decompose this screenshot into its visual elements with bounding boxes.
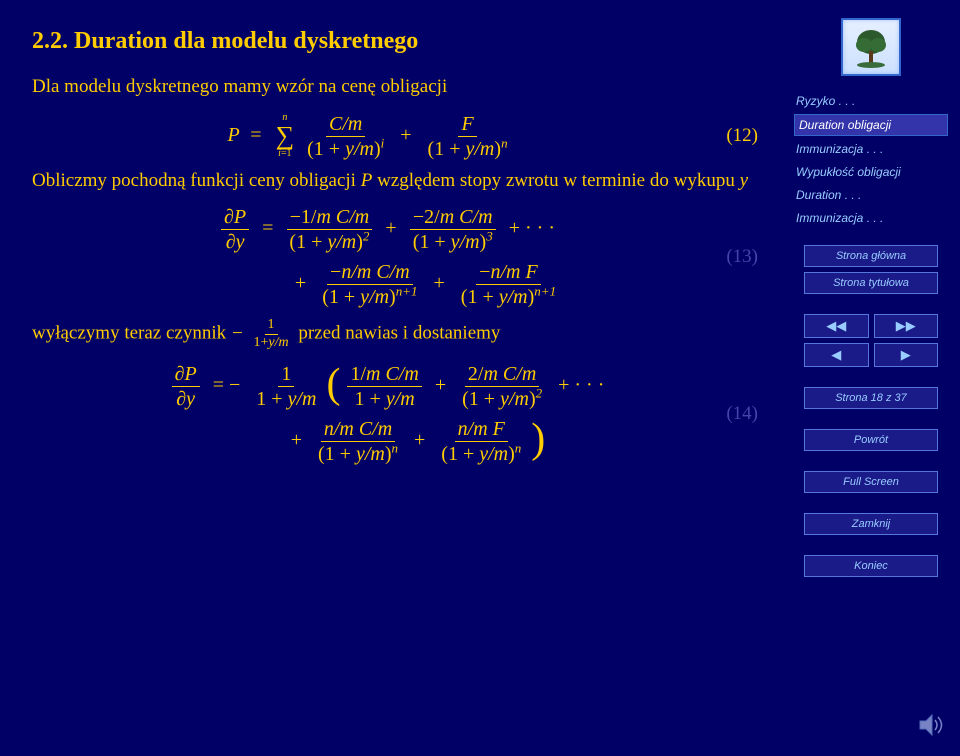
equation-number-14: (14) (708, 403, 758, 425)
equation-number-13: (13) (708, 246, 758, 268)
page-indicator: Strona 18 z 37 (804, 387, 938, 409)
paragraph-1: Dla modelu dyskretnego mamy wzór na cenę… (32, 73, 758, 102)
home-button[interactable]: Strona główna (804, 245, 938, 267)
nav-duration[interactable]: Duration . . . (794, 185, 948, 205)
next-page-button[interactable]: ▶ (874, 343, 939, 367)
back-button[interactable]: Powrót (804, 429, 938, 451)
equation-13: ∂P ∂y = −1/m C/m (1 + y/m)2 + −2/m C/m (… (32, 205, 758, 309)
paragraph-3: wyłączymy teraz czynnik − 1 1+y/m przed … (32, 317, 758, 352)
nav-ryzyko[interactable]: Ryzyko . . . (794, 91, 948, 111)
nav-immunizacja-1[interactable]: Immunizacja . . . (794, 139, 948, 159)
sidebar: Ryzyko . . . Duration obligacji Immuniza… (782, 0, 960, 756)
tree-icon (841, 18, 901, 76)
equation-14: ∂P ∂y = − 1 1 + y/m ( 1/m C/m 1 + y/m + … (32, 362, 758, 466)
end-button[interactable]: Koniec (804, 555, 938, 577)
equation-12: P = n∑i=1 C/m (1 + y/m)i + F (1 + y/m)n … (32, 112, 758, 161)
nav-duration-obligacji[interactable]: Duration obligacji (794, 114, 948, 136)
nav-immunizacja-2[interactable]: Immunizacja . . . (794, 208, 948, 228)
prev-page-button[interactable]: ◀ (804, 343, 869, 367)
section-title: 2.2. Duration dla modelu dyskretnego (32, 28, 758, 55)
close-button[interactable]: Zamknij (804, 513, 938, 535)
main-content: 2.2. Duration dla modelu dyskretnego Dla… (0, 0, 782, 756)
sound-icon[interactable] (918, 712, 948, 738)
title-page-button[interactable]: Strona tytułowa (804, 272, 938, 294)
nav-buttons: Strona główna Strona tytułowa ◀◀ ▶▶ ◀ ▶ … (794, 245, 948, 577)
nav-wypuklosc[interactable]: Wypukłość obligacji (794, 162, 948, 182)
equation-number-12: (12) (708, 125, 758, 147)
last-page-button[interactable]: ▶▶ (874, 314, 939, 338)
first-page-button[interactable]: ◀◀ (804, 314, 869, 338)
paragraph-2: Obliczmy pochodną funkcji ceny obligacji… (32, 167, 758, 196)
fullscreen-button[interactable]: Full Screen (804, 471, 938, 493)
